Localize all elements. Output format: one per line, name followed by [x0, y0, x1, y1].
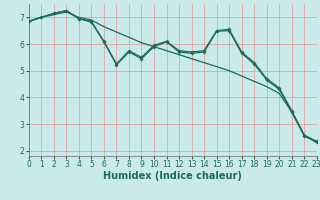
X-axis label: Humidex (Indice chaleur): Humidex (Indice chaleur) — [103, 171, 242, 181]
